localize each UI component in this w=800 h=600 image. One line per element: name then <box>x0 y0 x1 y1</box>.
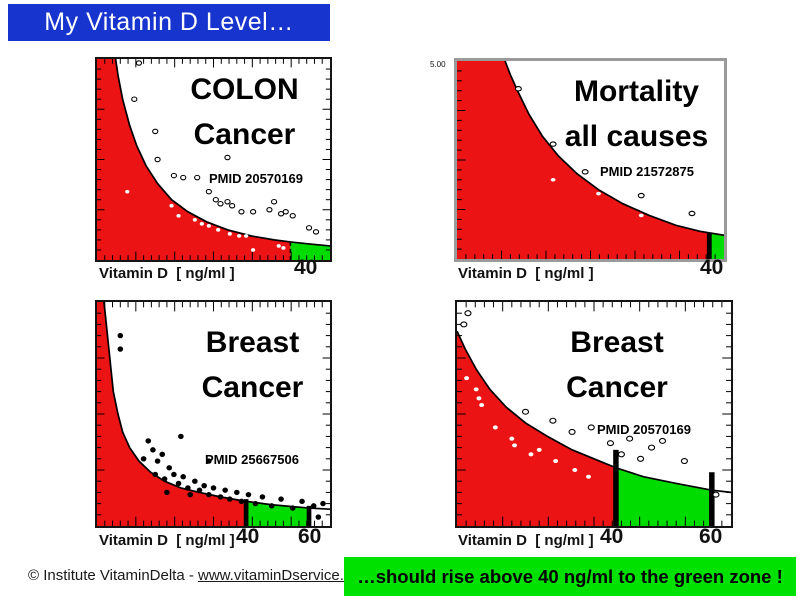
y-axis-top-tick-label: 5.00 <box>430 60 446 69</box>
chart-pmid: PMID 20570169 <box>597 422 691 437</box>
footer-link[interactable]: www.vitaminDservice.com <box>198 567 373 584</box>
x-tick-40: 40 <box>600 525 624 548</box>
chart-title: Breast Cancer <box>537 320 697 410</box>
chart-mortality-all-causes: Mortality all causes PMID 21572875 <box>454 58 727 262</box>
chart-canvas <box>457 61 724 259</box>
copyright-text: © Institute VitaminDelta - <box>28 567 199 584</box>
chart-canvas <box>97 302 330 526</box>
x-axis-label: Vitamin D [ ng/ml ] <box>99 532 235 549</box>
x-axis-label: Vitamin D [ ng/ml ] <box>458 265 594 282</box>
chart-pmid: PMID 20570169 <box>209 171 303 186</box>
chart-pmid: PMID 21572875 <box>600 164 694 179</box>
chart-title-line2: Cancer <box>201 371 304 404</box>
chart-title-line2: Cancer <box>193 118 296 151</box>
chart-title-line1: Breast <box>205 326 300 359</box>
x-tick-40: 40 <box>294 256 318 279</box>
chart-colon-cancer: COLON Cancer PMID 20570169 <box>95 57 332 262</box>
chart-title-line2: all causes <box>564 120 709 153</box>
chart-title: Mortality all causes <box>549 69 724 159</box>
x-tick-60: 60 <box>298 525 322 548</box>
title-banner: My Vitamin D Level… <box>8 4 330 41</box>
chart-canvas <box>97 59 330 260</box>
green-banner-message: …should rise above 40 ng/ml to the green… <box>344 557 796 596</box>
chart-title-line1: COLON <box>190 73 299 106</box>
x-tick-60: 60 <box>699 525 723 548</box>
chart-title: Breast Cancer <box>175 320 330 410</box>
chart-title-line1: Breast <box>570 326 664 359</box>
x-axis-label: Vitamin D [ ng/ml ] <box>458 532 594 549</box>
chart-breast-cancer-1: Breast Cancer PMID 25667506 <box>95 300 332 528</box>
chart-title: COLON Cancer <box>167 67 322 157</box>
chart-title-line2: Cancer <box>566 371 668 404</box>
chart-pmid: PMID 25667506 <box>205 452 299 467</box>
chart-title-line1: Mortality <box>573 75 699 108</box>
chart-canvas <box>457 302 731 526</box>
footer-copyright: © Institute VitaminDelta - www.vitaminDs… <box>28 567 372 584</box>
x-tick-40: 40 <box>700 256 724 279</box>
chart-breast-cancer-2: Breast Cancer PMID 20570169 <box>455 300 733 528</box>
x-tick-40: 40 <box>236 525 260 548</box>
x-axis-label: Vitamin D [ ng/ml ] <box>99 265 235 282</box>
